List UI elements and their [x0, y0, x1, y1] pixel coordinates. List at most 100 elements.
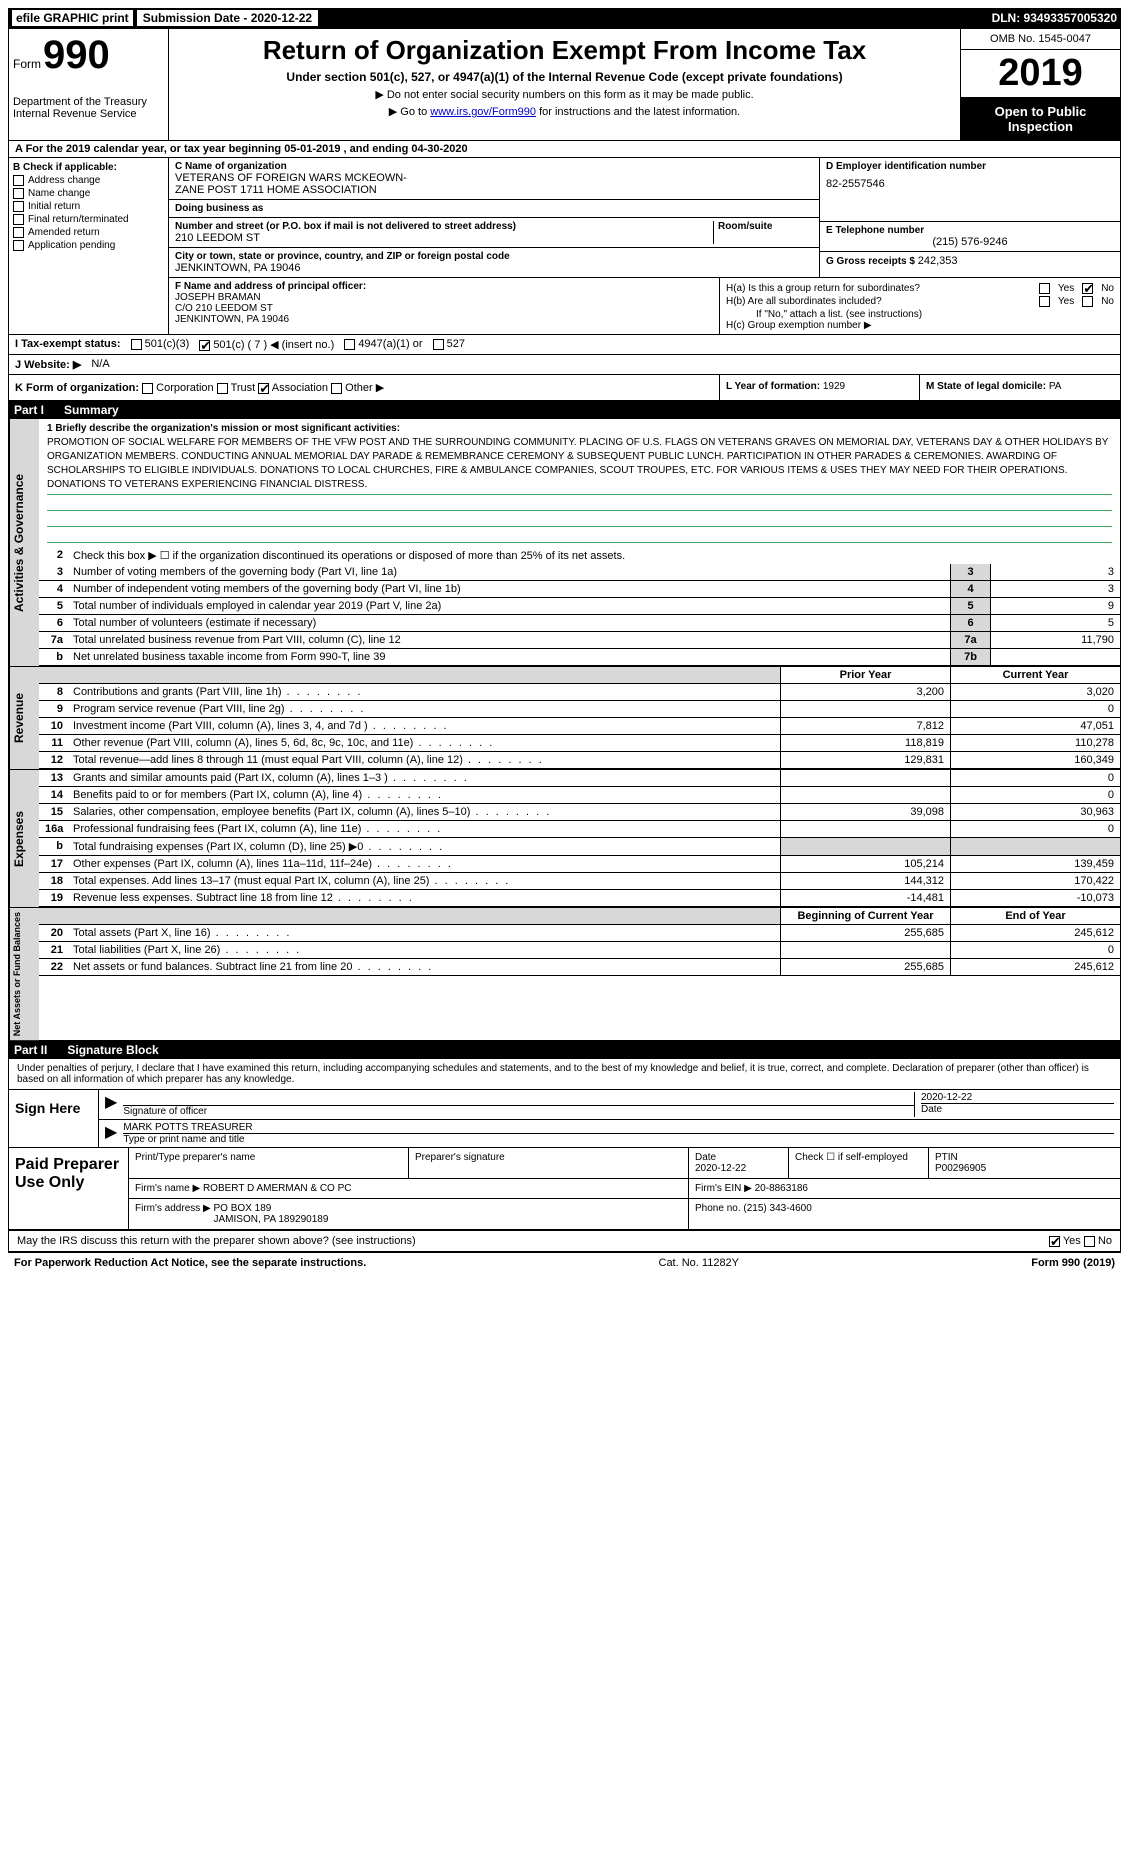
- gov-row: 5Total number of individuals employed in…: [39, 598, 1120, 615]
- firm-addr: PO BOX 189 JAMISON, PA 189290189: [214, 1203, 329, 1225]
- chk-501c[interactable]: [199, 340, 210, 351]
- prep-date-hd: Date: [695, 1152, 716, 1163]
- irs-link[interactable]: www.irs.gov/Form990: [430, 106, 536, 118]
- exp-row: 16aProfessional fundraising fees (Part I…: [39, 821, 1120, 838]
- paid-preparer: Paid Preparer Use Only: [9, 1148, 129, 1229]
- dba-label: Doing business as: [175, 203, 813, 214]
- chk-corp[interactable]: [142, 383, 153, 394]
- arrow-icon: ▶: [105, 1092, 117, 1117]
- net-row: 20Total assets (Part X, line 16)255,6852…: [39, 925, 1120, 942]
- row-i: I Tax-exempt status: 501(c)(3) 501(c) ( …: [8, 335, 1121, 355]
- rev-row: 9Program service revenue (Part VIII, lin…: [39, 701, 1120, 718]
- exp-row: 13Grants and similar amounts paid (Part …: [39, 770, 1120, 787]
- footer-right: Form 990 (2019): [1031, 1257, 1115, 1269]
- rev-row: 8Contributions and grants (Part VIII, li…: [39, 684, 1120, 701]
- box-b-header: B Check if applicable:: [13, 162, 164, 173]
- gov-row: 3Number of voting members of the governi…: [39, 564, 1120, 581]
- ptin-hd: PTIN: [935, 1152, 958, 1163]
- form-title: Return of Organization Exempt From Incom…: [175, 35, 954, 66]
- prep-date: 2020-12-22: [695, 1163, 746, 1174]
- street-value: 210 LEEDOM ST: [175, 232, 713, 244]
- row-a-tax-year: A For the 2019 calendar year, or tax yea…: [8, 141, 1121, 158]
- blank-line: [47, 529, 1112, 543]
- row-klm: K Form of organization: Corporation Trus…: [8, 375, 1121, 401]
- year-formation: 1929: [823, 381, 845, 392]
- firm-phone-lbl: Phone no.: [695, 1203, 741, 1214]
- chk-name-change[interactable]: Name change: [13, 188, 164, 199]
- gross-label: G Gross receipts $: [826, 256, 915, 267]
- h-c: H(c) Group exemption number ▶: [726, 320, 1114, 331]
- officer-name: JOSEPH BRAMAN: [175, 292, 713, 303]
- side-netassets: Net Assets or Fund Balances: [9, 908, 39, 1040]
- part1-header: Part I Summary: [8, 401, 1121, 419]
- org-name-label: C Name of organization: [175, 161, 813, 172]
- discuss-yes[interactable]: [1049, 1236, 1060, 1247]
- gov-row: bNet unrelated business taxable income f…: [39, 649, 1120, 666]
- officer-addr2: JENKINTOWN, PA 19046: [175, 314, 713, 325]
- sig-officer-label: Signature of officer: [123, 1106, 914, 1117]
- street-label: Number and street (or P.O. box if mail i…: [175, 221, 713, 232]
- sign-here: Sign Here: [9, 1090, 99, 1147]
- part1-governance: Activities & Governance 1 Briefly descri…: [8, 419, 1121, 667]
- officer-label: F Name and address of principal officer:: [175, 281, 713, 292]
- net-header: Beginning of Current Year End of Year: [39, 908, 1120, 925]
- mission-text: PROMOTION OF SOCIAL WELFARE FOR MEMBERS …: [47, 434, 1112, 495]
- discuss-text: May the IRS discuss this return with the…: [17, 1235, 416, 1247]
- tax-year: 2019: [961, 50, 1120, 98]
- officer-addr1: C/O 210 LEEDOM ST: [175, 303, 713, 314]
- submission-date: Submission Date - 2020-12-22: [137, 10, 318, 26]
- phone-value: (215) 576-9246: [826, 236, 1114, 248]
- chk-4947[interactable]: [344, 339, 355, 350]
- hb-no[interactable]: [1082, 296, 1093, 307]
- part1-revenue: Revenue Prior Year Current Year 8Contrib…: [8, 667, 1121, 770]
- firm-name: ROBERT D AMERMAN & CO PC: [203, 1183, 352, 1194]
- city-label: City or town, state or province, country…: [175, 251, 813, 262]
- h-a: H(a) Is this a group return for subordin…: [726, 283, 920, 294]
- firm-name-lbl: Firm's name ▶: [135, 1183, 200, 1194]
- h-b-note: If "No," attach a list. (see instruction…: [726, 309, 1114, 320]
- gov-row: 7aTotal unrelated business revenue from …: [39, 632, 1120, 649]
- form-number: 990: [43, 33, 110, 78]
- form-note-ssn: ▶ Do not enter social security numbers o…: [175, 88, 954, 101]
- discuss-no[interactable]: [1084, 1236, 1095, 1247]
- ha-yes[interactable]: [1039, 283, 1050, 294]
- form-subtitle: Under section 501(c), 527, or 4947(a)(1)…: [175, 70, 954, 84]
- exp-row: bTotal fundraising expenses (Part IX, co…: [39, 838, 1120, 856]
- gov-row: 6Total number of volunteers (estimate if…: [39, 615, 1120, 632]
- chk-address-change[interactable]: Address change: [13, 175, 164, 186]
- may-discuss: May the IRS discuss this return with the…: [8, 1231, 1121, 1252]
- prep-sig-hd: Preparer's signature: [409, 1148, 689, 1178]
- chk-initial-return[interactable]: Initial return: [13, 201, 164, 212]
- chk-501c3[interactable]: [131, 339, 142, 350]
- chk-assoc[interactable]: [258, 383, 269, 394]
- h-b: H(b) Are all subordinates included?: [726, 296, 882, 307]
- sig-date-label: Date: [921, 1104, 1114, 1115]
- footer-left: For Paperwork Reduction Act Notice, see …: [14, 1257, 366, 1269]
- k-label: K Form of organization:: [15, 382, 139, 394]
- ha-no[interactable]: [1082, 283, 1093, 294]
- chk-final-return[interactable]: Final return/terminated: [13, 214, 164, 225]
- open-public: Open to Public Inspection: [961, 98, 1120, 140]
- prep-name-hd: Print/Type preparer's name: [129, 1148, 409, 1178]
- hb-yes[interactable]: [1039, 296, 1050, 307]
- website-value: N/A: [91, 358, 109, 371]
- chk-trust[interactable]: [217, 383, 228, 394]
- firm-phone: (215) 343-4600: [743, 1203, 811, 1214]
- part2-header: Part II Signature Block: [8, 1041, 1121, 1059]
- blank-line: [47, 497, 1112, 511]
- m-label: M State of legal domicile:: [926, 381, 1046, 392]
- dept-treasury: Department of the Treasury Internal Reve…: [13, 96, 164, 120]
- form-header: Form 990 Department of the Treasury Inte…: [8, 28, 1121, 141]
- chk-other[interactable]: [331, 383, 342, 394]
- top-bar: efile GRAPHIC print Submission Date - 20…: [8, 8, 1121, 28]
- firm-ein: 20-8863186: [755, 1183, 808, 1194]
- section-bcd: B Check if applicable: Address change Na…: [8, 158, 1121, 335]
- chk-amended[interactable]: Amended return: [13, 227, 164, 238]
- exp-row: 18Total expenses. Add lines 13–17 (must …: [39, 873, 1120, 890]
- side-revenue: Revenue: [9, 667, 39, 769]
- form-word: Form: [13, 57, 41, 71]
- chk-application-pending[interactable]: Application pending: [13, 240, 164, 251]
- sig-officer-line: [123, 1092, 914, 1106]
- box-b: B Check if applicable: Address change Na…: [9, 158, 169, 334]
- chk-527[interactable]: [433, 339, 444, 350]
